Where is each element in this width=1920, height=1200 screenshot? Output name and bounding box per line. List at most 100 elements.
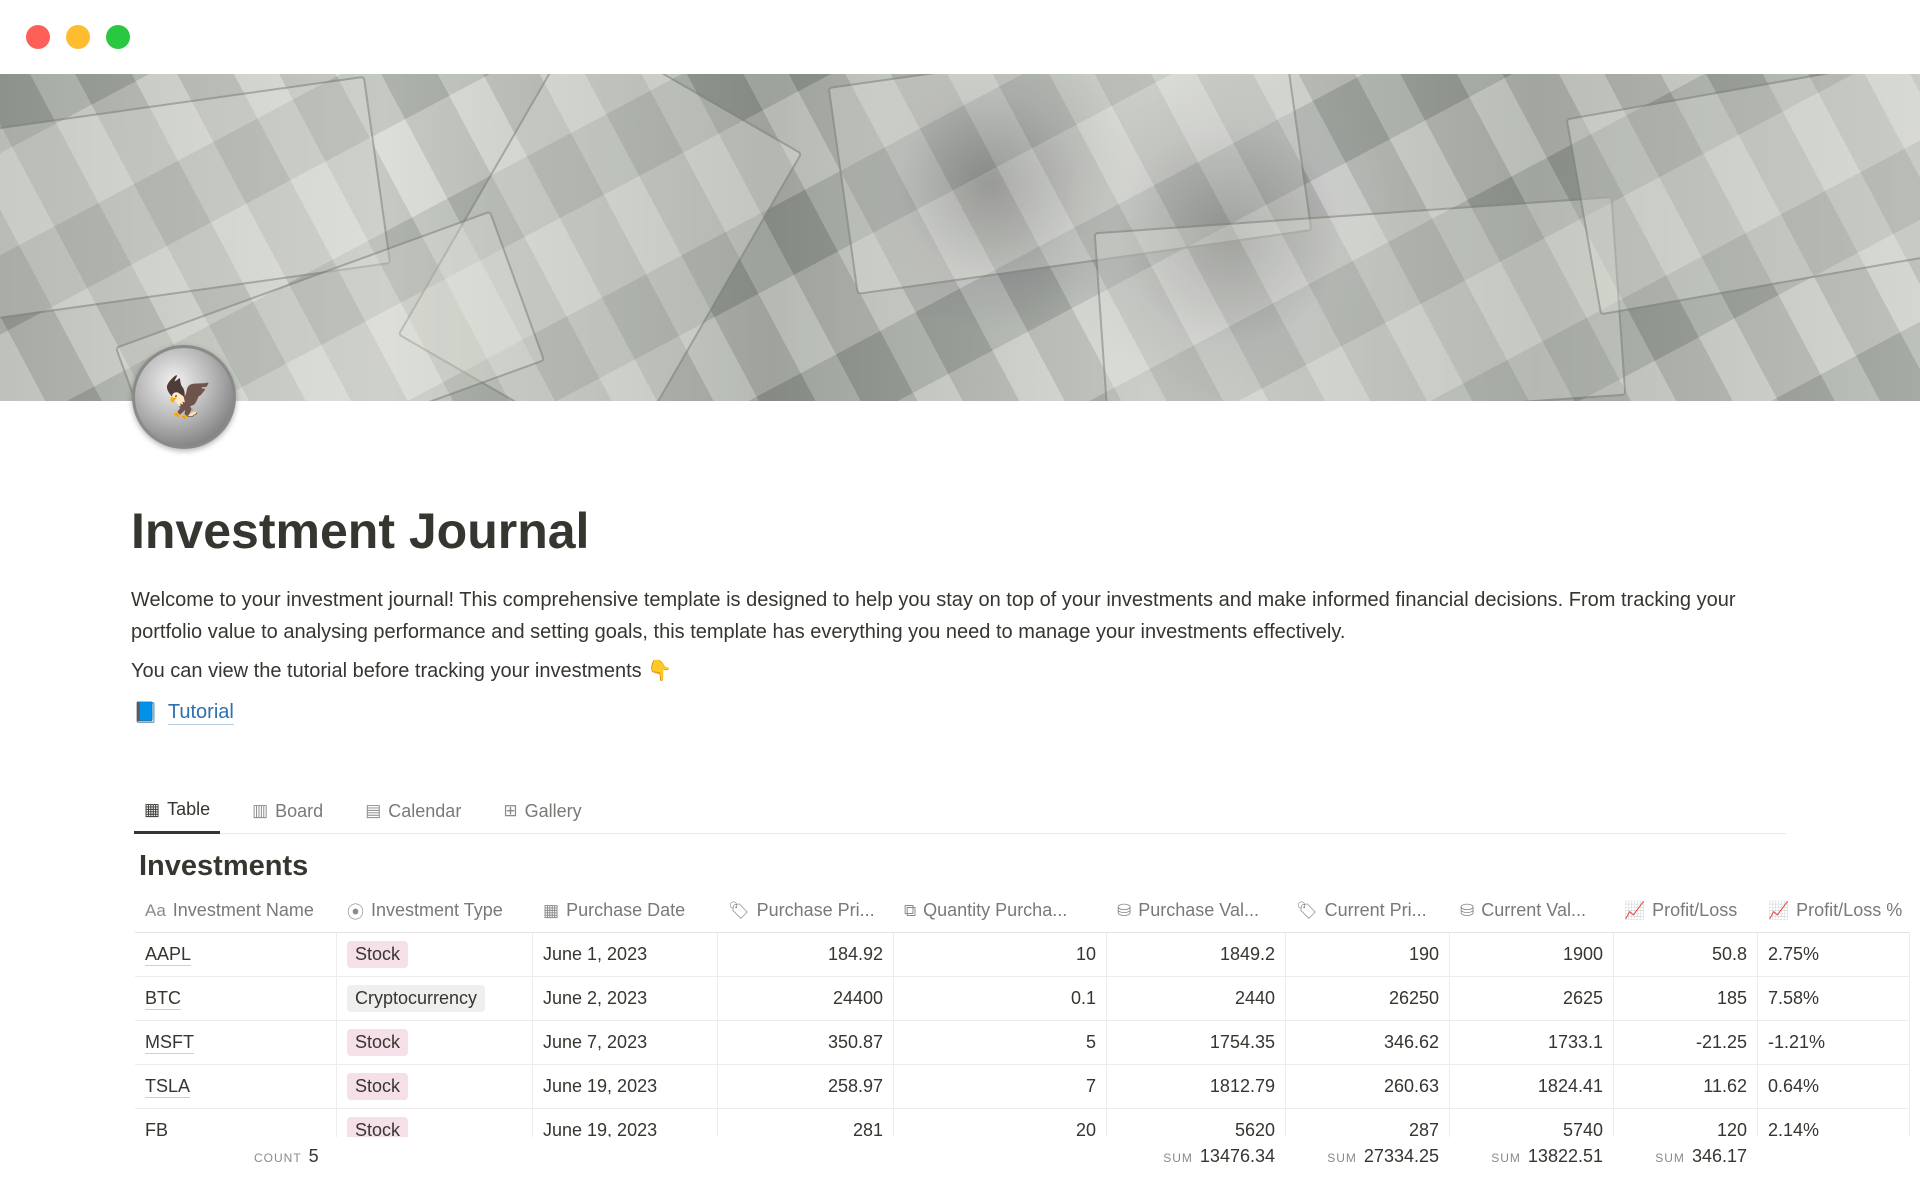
cell-investment-type[interactable]: Stock — [337, 1109, 533, 1137]
cell-investment-name[interactable]: FB — [135, 1109, 337, 1137]
cell-current-value[interactable]: 1900 — [1450, 933, 1614, 976]
tab-board[interactable]: ▥ Board — [242, 792, 333, 834]
cell-profit-loss[interactable]: 11.62 — [1614, 1065, 1758, 1108]
cell-quantity-purchased[interactable]: 7 — [894, 1065, 1107, 1108]
column-label: Current Val... — [1481, 900, 1586, 920]
cell-purchase-date[interactable]: June 2, 2023 — [533, 977, 718, 1020]
cell-purchase-date[interactable]: June 7, 2023 — [533, 1021, 718, 1064]
close-window-button[interactable] — [26, 25, 50, 49]
cell-purchase-value[interactable]: 2440 — [1107, 977, 1286, 1020]
cell-current-price[interactable]: 26250 — [1286, 977, 1450, 1020]
cell-investment-type[interactable]: Cryptocurrency — [337, 977, 533, 1020]
table-row[interactable]: AAPL Stock June 1, 2023 184.92 10 1849.2 190 19… — [135, 933, 1910, 977]
cell-purchase-price[interactable]: 281 — [718, 1109, 894, 1137]
cell-purchase-date[interactable]: June 1, 2023 — [533, 933, 718, 976]
column-header-investment-type[interactable]: ⦿ Investment Type — [337, 889, 533, 932]
cell-profit-loss[interactable]: -21.25 — [1614, 1021, 1758, 1064]
current-price-sum[interactable]: SUM 27334.25 — [1327, 1146, 1439, 1167]
sum-value: 27334.25 — [1363, 1146, 1439, 1166]
cell-current-price[interactable]: 190 — [1286, 933, 1450, 976]
tab-calendar[interactable]: ▤ Calendar — [355, 792, 471, 834]
cell-purchase-price[interactable]: 350.87 — [718, 1021, 894, 1064]
column-header-investment-name[interactable]: Aa Investment Name — [135, 889, 337, 932]
column-type-icon: ⛁ — [1460, 900, 1475, 920]
cell-profit-loss-percent[interactable]: 7.58% — [1758, 977, 1910, 1020]
cell-purchase-date[interactable]: June 19, 2023 — [533, 1109, 718, 1137]
column-header-quantity-purchased[interactable]: ⧉ Quantity Purcha... — [894, 889, 1107, 932]
cell-quantity-purchased[interactable]: 0.1 — [894, 977, 1107, 1020]
cell-investment-type[interactable]: Stock — [337, 1021, 533, 1064]
cell-investment-name[interactable]: MSFT — [135, 1021, 337, 1064]
cell-profit-loss-percent[interactable]: -1.21% — [1758, 1021, 1910, 1064]
column-header-purchase-date[interactable]: ▦ Purchase Date — [533, 889, 718, 932]
cell-quantity-purchased[interactable]: 20 — [894, 1109, 1107, 1137]
cell-purchase-date[interactable]: June 19, 2023 — [533, 1065, 718, 1108]
minimize-window-button[interactable] — [66, 25, 90, 49]
cell-current-price[interactable]: 346.62 — [1286, 1021, 1450, 1064]
sum-value: 13822.51 — [1527, 1146, 1603, 1166]
cell-quantity-purchased[interactable]: 5 — [894, 1021, 1107, 1064]
tab-gallery[interactable]: ⊞ Gallery — [493, 792, 591, 834]
cell-quantity-purchased[interactable]: 10 — [894, 933, 1107, 976]
table-row[interactable]: TSLA Stock June 19, 2023 258.97 7 1812.79 260.… — [135, 1065, 1910, 1109]
cell-investment-name[interactable]: BTC — [135, 977, 337, 1020]
column-header-profit-loss[interactable]: 📈 Profit/Loss — [1614, 889, 1758, 932]
column-label: Purchase Val... — [1138, 900, 1259, 920]
cell-profit-loss-percent[interactable]: 2.14% — [1758, 1109, 1910, 1137]
table-row[interactable]: MSFT Stock June 7, 2023 350.87 5 1754.35 346.6… — [135, 1021, 1910, 1065]
cell-profit-loss-percent[interactable]: 2.75% — [1758, 933, 1910, 976]
tutorial-link-text[interactable]: Tutorial — [167, 700, 234, 725]
table-icon: ▦ — [144, 799, 161, 819]
cell-purchase-value[interactable]: 1754.35 — [1107, 1021, 1286, 1064]
cell-purchase-price[interactable]: 184.92 — [718, 933, 894, 976]
column-label: Investment Type — [371, 900, 503, 920]
cell-current-price[interactable]: 287 — [1286, 1109, 1450, 1137]
column-header-purchase-price[interactable]: 🏷 Purchase Pri... — [718, 889, 894, 932]
cell-current-value[interactable]: 2625 — [1450, 977, 1614, 1020]
cell-purchase-price[interactable]: 24400 — [718, 977, 894, 1020]
calendar-icon: ▤ — [365, 801, 382, 820]
current-value-sum[interactable]: SUM 13822.51 — [1491, 1146, 1603, 1167]
profit-loss-sum[interactable]: SUM 346.17 — [1655, 1146, 1747, 1167]
purchase-value-sum[interactable]: SUM 13476.34 — [1163, 1146, 1275, 1167]
tutorial-link[interactable]: 📘 Tutorial — [133, 700, 234, 725]
table-row[interactable]: FB Stock June 19, 2023 281 20 5620 287 5740 120 2… — [135, 1109, 1910, 1137]
cell-purchase-value[interactable]: 1812.79 — [1107, 1065, 1286, 1108]
column-header-purchase-value[interactable]: ⛁ Purchase Val... — [1107, 889, 1286, 932]
investment-type-tag: Stock — [347, 1073, 409, 1100]
cell-purchase-price[interactable]: 258.97 — [718, 1065, 894, 1108]
tab-label: Table — [167, 799, 211, 819]
cell-investment-type[interactable]: Stock — [337, 1065, 533, 1108]
tab-table[interactable]: ▦ Table — [134, 792, 221, 834]
database-title: Investments — [139, 850, 309, 882]
sum-label: SUM — [1327, 1151, 1357, 1165]
cell-profit-loss-percent[interactable]: 0.64% — [1758, 1065, 1910, 1108]
cell-current-value[interactable]: 5740 — [1450, 1109, 1614, 1137]
cell-profit-loss[interactable]: 120 — [1614, 1109, 1758, 1137]
maximize-window-button[interactable] — [106, 25, 130, 49]
cell-purchase-value[interactable]: 1849.2 — [1107, 933, 1286, 976]
cell-value: 120 — [1716, 1120, 1747, 1137]
cell-investment-name[interactable]: AAPL — [135, 933, 337, 976]
column-header-current-value[interactable]: ⛁ Current Val... — [1450, 889, 1614, 932]
investment-name-link: TSLA — [145, 1076, 191, 1096]
table-row[interactable]: BTC Cryptocurrency June 2, 2023 24400 0.1 244… — [135, 977, 1910, 1021]
cell-current-price[interactable]: 260.63 — [1286, 1065, 1450, 1108]
cell-value: June 7, 2023 — [543, 1032, 648, 1052]
column-header-current-price[interactable]: 🏷 Current Pri... — [1286, 889, 1450, 932]
cell-investment-type[interactable]: Stock — [337, 933, 533, 976]
column-header-profit-loss-percent[interactable]: 📈 Profit/Loss % — [1758, 889, 1910, 932]
sum-label: SUM — [1491, 1151, 1521, 1165]
cell-purchase-value[interactable]: 5620 — [1107, 1109, 1286, 1137]
cell-value: -1.21% — [1768, 1032, 1826, 1052]
cell-value: 5740 — [1562, 1120, 1603, 1137]
cell-current-value[interactable]: 1733.1 — [1450, 1021, 1614, 1064]
cell-profit-loss[interactable]: 50.8 — [1614, 933, 1758, 976]
count-aggregate[interactable]: COUNT 5 — [254, 1146, 319, 1167]
cell-profit-loss[interactable]: 185 — [1614, 977, 1758, 1020]
cell-current-value[interactable]: 1824.41 — [1450, 1065, 1614, 1108]
investment-type-tag: Stock — [347, 1117, 409, 1137]
cell-investment-name[interactable]: TSLA — [135, 1065, 337, 1108]
cell-value: 1849.2 — [1219, 944, 1275, 964]
cell-value: 24400 — [832, 988, 883, 1008]
